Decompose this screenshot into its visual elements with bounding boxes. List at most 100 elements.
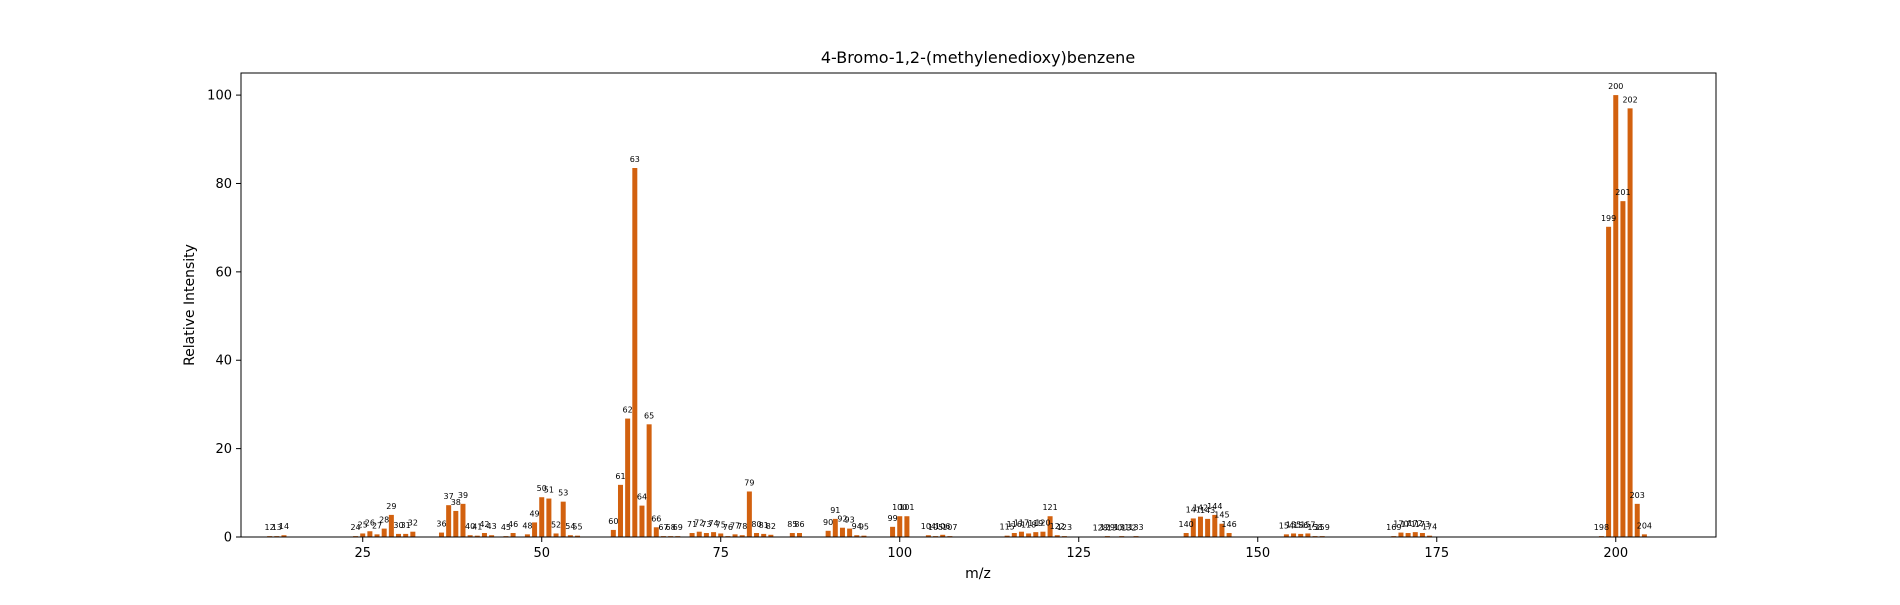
peak-label-142: 142 — [1193, 504, 1208, 513]
peak-bar-156 — [1298, 533, 1304, 537]
peak-bar-154 — [1283, 534, 1289, 537]
peak-bar-60 — [610, 529, 616, 537]
peak-label-94: 94 — [852, 522, 862, 531]
peak-bar-61 — [617, 484, 623, 537]
peak-label-90: 90 — [823, 518, 833, 527]
peak-label-203: 203 — [1630, 491, 1645, 500]
peak-label-76: 76 — [723, 523, 733, 532]
peak-label-38: 38 — [451, 498, 461, 507]
peak-bar-27 — [374, 534, 380, 537]
peak-label-119: 119 — [1028, 519, 1043, 528]
peak-label-32: 32 — [408, 519, 418, 528]
peak-bar-75 — [718, 533, 724, 537]
peak-bar-157 — [1305, 533, 1311, 537]
peak-label-40: 40 — [465, 522, 475, 531]
x-tick-label-50: 50 — [533, 546, 550, 561]
x-tick-label-200: 200 — [1603, 546, 1628, 561]
peak-label-61: 61 — [615, 472, 625, 481]
peak-label-144: 144 — [1207, 502, 1222, 511]
peak-bar-31 — [403, 533, 409, 537]
peak-label-92: 92 — [837, 515, 847, 524]
peak-label-54: 54 — [565, 522, 575, 531]
peak-label-86: 86 — [794, 520, 804, 529]
peak-bar-50 — [539, 497, 545, 537]
peak-bar-48 — [524, 534, 530, 537]
peak-bar-122 — [1054, 535, 1060, 537]
x-tick-label-75: 75 — [712, 546, 729, 561]
peak-label-26: 26 — [365, 518, 375, 527]
plot-frame — [240, 72, 1717, 538]
peak-label-55: 55 — [572, 523, 582, 532]
peak-bar-66 — [653, 527, 659, 537]
peak-label-123: 123 — [1057, 523, 1072, 532]
peak-bar-62 — [625, 418, 631, 537]
x-tick-label-25: 25 — [354, 546, 371, 561]
peak-bar-72 — [696, 531, 702, 537]
peak-label-122: 122 — [1050, 522, 1065, 531]
peak-label-202: 202 — [1622, 95, 1637, 104]
peak-bar-30 — [396, 533, 402, 537]
peak-label-106: 106 — [935, 522, 950, 531]
peak-label-79: 79 — [744, 478, 754, 487]
peak-bar-199 — [1606, 226, 1612, 537]
peak-bar-101 — [904, 516, 910, 537]
peak-bar-43 — [489, 535, 495, 537]
peak-bar-64 — [639, 505, 645, 537]
peak-label-52: 52 — [551, 520, 561, 529]
peak-bar-86 — [797, 533, 802, 537]
peak-bar-79 — [746, 491, 752, 537]
x-tick-label-125: 125 — [1066, 546, 1091, 561]
peak-label-170: 170 — [1393, 520, 1408, 529]
peak-label-156: 156 — [1293, 521, 1308, 530]
peak-bar-120 — [1040, 531, 1046, 537]
peak-bar-117 — [1018, 531, 1024, 537]
peak-label-63: 63 — [630, 155, 640, 164]
peak-bar-202 — [1627, 108, 1633, 537]
peak-label-41: 41 — [472, 523, 482, 532]
peak-bar-77 — [732, 534, 738, 537]
peak-label-60: 60 — [608, 517, 618, 526]
peak-label-71: 71 — [687, 520, 697, 529]
peak-label-82: 82 — [766, 522, 776, 531]
peak-bar-39 — [460, 503, 466, 537]
chart-title: 4-Bromo-1,2-(methylenedioxy)benzene — [821, 48, 1135, 67]
peak-label-129: 129 — [1100, 523, 1115, 532]
peak-bar-74 — [711, 532, 717, 537]
peak-label-31: 31 — [401, 521, 411, 530]
peak-label-12: 12 — [265, 523, 275, 532]
peak-label-14: 14 — [279, 522, 289, 531]
peak-label-69: 69 — [673, 523, 683, 532]
peak-bar-40 — [467, 535, 473, 537]
peak-bar-100 — [897, 516, 903, 537]
peak-bar-95 — [861, 535, 867, 537]
peak-bar-91 — [832, 518, 838, 537]
peak-label-133: 133 — [1128, 523, 1143, 532]
peak-bar-104 — [925, 535, 931, 537]
peak-bar-38 — [453, 510, 459, 537]
peak-label-158: 158 — [1307, 523, 1322, 532]
peak-bar-204 — [1641, 534, 1647, 537]
peak-label-29: 29 — [386, 502, 396, 511]
peak-bar-37 — [446, 505, 452, 537]
peak-bar-93 — [847, 528, 853, 537]
y-tick-label-20: 20 — [215, 442, 232, 457]
peak-label-95: 95 — [859, 523, 869, 532]
peak-label-24: 24 — [350, 523, 360, 532]
peak-label-107: 107 — [942, 523, 957, 532]
peak-bar-116 — [1011, 533, 1017, 537]
peak-bar-26 — [367, 531, 373, 537]
peak-label-74: 74 — [708, 519, 718, 528]
bars-layer — [267, 95, 1647, 538]
peak-label-93: 93 — [845, 516, 855, 525]
peak-label-155: 155 — [1286, 520, 1301, 529]
peak-bar-65 — [646, 424, 652, 537]
peak-bar-54 — [567, 535, 573, 537]
peak-bar-174 — [1427, 535, 1433, 537]
peak-bar-140 — [1183, 533, 1189, 537]
peak-label-132: 132 — [1121, 524, 1136, 533]
peak-label-171: 171 — [1400, 520, 1415, 529]
peak-label-73: 73 — [701, 520, 711, 529]
peak-bar-25 — [360, 533, 366, 537]
peak-label-78: 78 — [737, 522, 747, 531]
